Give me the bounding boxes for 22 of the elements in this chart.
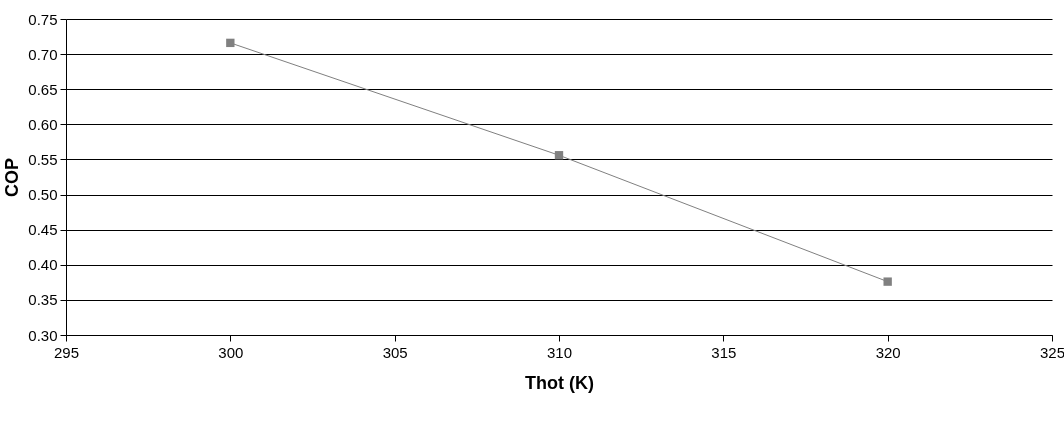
y-tick-label: 0.70 (28, 45, 58, 63)
x-axis-title: Thot (K) (525, 372, 594, 393)
x-tick-label: 305 (382, 343, 408, 361)
x-tick-label: 295 (53, 343, 80, 361)
point (226, 38, 235, 48)
y-axis-title: COP (2, 157, 23, 198)
x-tick-label: 300 (218, 343, 244, 361)
y-tick-label: 0.75 (28, 10, 58, 28)
x-tick-label: 315 (711, 343, 737, 361)
y-tick-label: 0.45 (28, 221, 58, 239)
point (554, 151, 564, 160)
y-tick-label: 0.60 (28, 115, 58, 133)
x-tick-label: 320 (875, 343, 901, 361)
y-tick-label: 0.35 (28, 291, 58, 309)
y-tick-label: 0.50 (28, 186, 58, 204)
x-tick-label: 325 (1039, 343, 1064, 361)
y-tick-label: 0.55 (28, 150, 58, 168)
y-tick-label: 0.30 (28, 326, 58, 344)
x-tick-label: 310 (546, 343, 573, 361)
y-tick-label: 0.65 (28, 80, 58, 98)
point (883, 277, 892, 286)
y-tick-label: 0.40 (28, 256, 58, 274)
